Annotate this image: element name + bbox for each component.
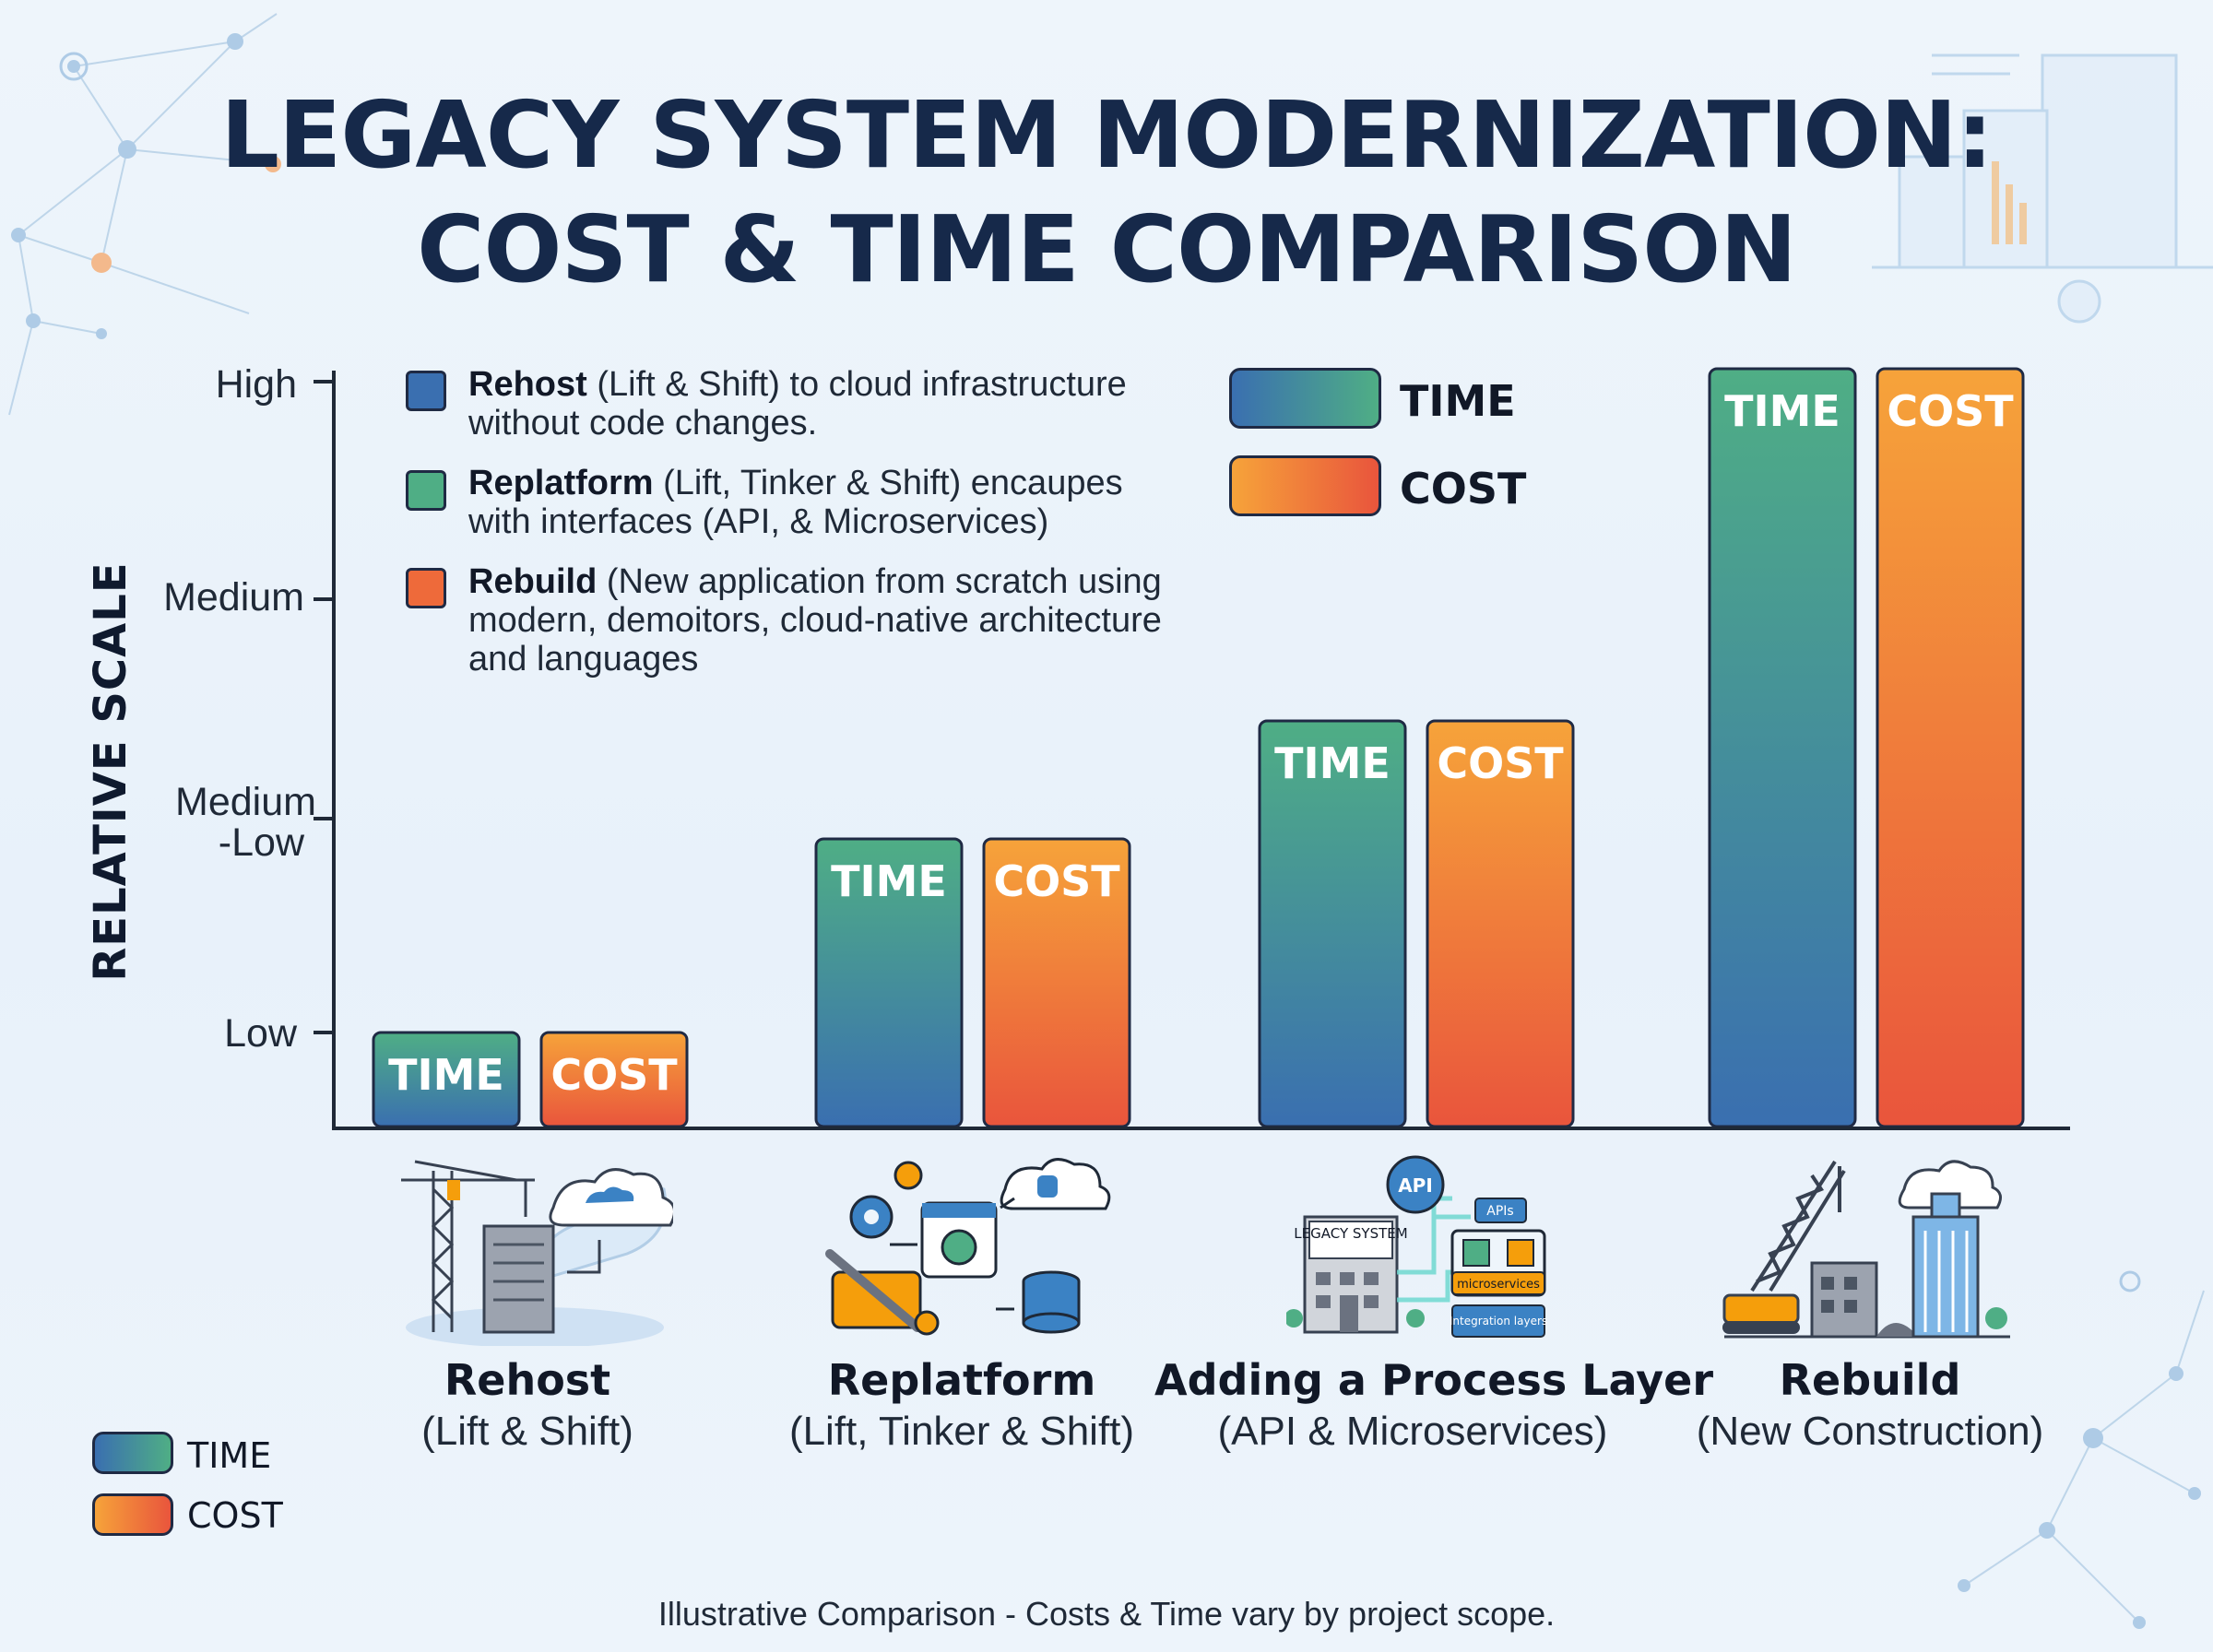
time-bar-label-1: TIME xyxy=(831,856,947,906)
y-tick-low: Low xyxy=(224,1011,297,1056)
footnote: Illustrative Comparison - Costs & Time v… xyxy=(657,1595,1556,1633)
rehost-description: Rehost (Lift & Shift) to cloud infrastru… xyxy=(468,365,1169,442)
category-process-layer-name: Adding a Process Layer xyxy=(1154,1355,1714,1405)
api-badge-label: API xyxy=(1398,1174,1433,1197)
replatform-desc-bold: Replatform xyxy=(468,464,654,502)
rebuild-swatch xyxy=(406,568,446,608)
rehost-illustration xyxy=(401,1160,673,1346)
cost-bar-3 xyxy=(1876,367,2025,1128)
rebuild-illustration xyxy=(1722,1160,2010,1339)
y-tick-medium: Medium xyxy=(163,575,304,620)
apis-label: APIs xyxy=(1486,1204,1513,1219)
legacy-system-label: LEGACY SYSTEM xyxy=(1294,1225,1407,1242)
rehost-desc-text: (Lift & Shift) to cloud infrastructure w… xyxy=(468,365,1127,442)
integration-layers-label: Integration layers xyxy=(1450,1315,1547,1328)
chart-title-line-1: LEGACY SYSTEM MODERNIZATION: xyxy=(220,81,1993,189)
legend-cost-label: COST xyxy=(1400,464,1527,513)
cost-bar-label-1: COST xyxy=(993,856,1120,906)
replatform-description: Replatform (Lift, Tinker & Shift) encaup… xyxy=(468,464,1169,541)
cost-bar-label-0: COST xyxy=(550,1050,678,1100)
legend-time-label: TIME xyxy=(1400,376,1516,426)
chart-title-line-2: COST & TIME COMPARISON xyxy=(417,195,1797,303)
category-replatform-sub: (Lift, Tinker & Shift) xyxy=(788,1409,1135,1454)
category-process-layer: Adding a Process Layer (API & Microservi… xyxy=(1154,1355,1714,1455)
category-rebuild-sub: (New Construction) xyxy=(1696,1409,2044,1454)
replatform-desc-text: (Lift, Tinker & Shift) encaupes with int… xyxy=(468,464,1123,541)
category-replatform-name: Replatform xyxy=(827,1355,1096,1405)
y-tick-high: High xyxy=(215,362,297,407)
time-bar-label-0: TIME xyxy=(388,1050,504,1100)
rehost-desc-bold: Rehost xyxy=(468,365,587,404)
legend-bottom-cost-swatch xyxy=(92,1493,173,1536)
y-tick-medium-low-text: Medium -Low xyxy=(175,780,316,865)
category-rehost-name: Rehost xyxy=(444,1355,611,1405)
category-process-layer-sub: (API & Microservices) xyxy=(1217,1409,1608,1454)
replatform-swatch xyxy=(406,470,446,511)
time-bar-label-2: TIME xyxy=(1274,738,1391,788)
y-tick-medium-low: Medium -Low xyxy=(148,780,316,865)
category-replatform: Replatform (Lift, Tinker & Shift) xyxy=(704,1355,1220,1455)
category-rehost-sub: (Lift & Shift) xyxy=(421,1409,633,1454)
cost-bar-label-3: COST xyxy=(1887,386,2014,436)
rebuild-desc-text: (New application from scratch using mode… xyxy=(468,562,1162,678)
category-rebuild-name: Rebuild xyxy=(1779,1355,1961,1405)
time-bar-label-3: TIME xyxy=(1724,386,1840,436)
legend-bottom-time-label: TIME xyxy=(187,1435,272,1476)
legend-cost-swatch xyxy=(1229,455,1381,516)
process-layer-illustration: LEGACY SYSTEM API APIs microservices Int… xyxy=(1286,1155,1547,1338)
replatform-illustration xyxy=(825,1158,1111,1336)
legend-bottom-time-swatch xyxy=(92,1432,173,1474)
legend-bottom-cost-label: COST xyxy=(187,1495,283,1536)
rebuild-desc-bold: Rebuild xyxy=(468,562,598,601)
legend-time-swatch xyxy=(1229,368,1381,429)
rebuild-description: Rebuild (New application from scratch us… xyxy=(468,562,1169,678)
time-bar-3 xyxy=(1708,367,1857,1128)
category-rehost: Rehost (Lift & Shift) xyxy=(269,1355,786,1455)
category-rebuild: Rebuild (New Construction) xyxy=(1612,1355,2128,1455)
cost-bar-label-2: COST xyxy=(1437,738,1564,788)
rehost-swatch xyxy=(406,371,446,411)
microservices-label: microservices xyxy=(1457,1278,1540,1292)
